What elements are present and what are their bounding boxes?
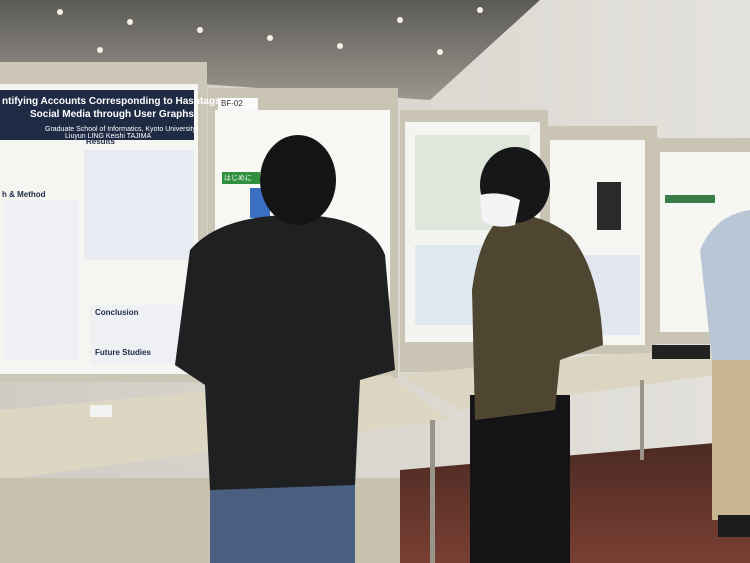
shoe [718,515,750,537]
poster-section: h & Method [2,190,46,199]
poster-section: Conclusion [95,308,139,317]
poster-figure [597,182,621,230]
ceiling-lights [57,7,483,55]
poster-authors: Liuyun LING Keishi TAJIMA [65,133,151,140]
black-jacket [175,215,395,490]
khaki-pants [712,360,750,520]
poster-table [84,150,194,260]
poster-section: Future Studies [95,348,152,357]
blue-shirt [700,210,750,365]
poster-tag [218,98,258,110]
olive-sweater [472,214,603,420]
poster-section: Results [86,137,115,146]
laptop [652,345,710,359]
poster-block [4,200,79,360]
poster-title-bar [0,90,194,140]
face-mask [480,193,520,227]
poster-block [90,305,190,365]
table-leg [430,420,435,563]
black-pants [470,395,570,563]
poster-heading-bar [222,172,260,184]
poster-affiliation: Graduate School of Informatics, Kyoto Un… [45,126,196,133]
table-leg [640,380,644,460]
poster-title: ntifying Accounts Corresponding to Hasht… [2,96,236,120]
poster-title-line: Social Media through User Graphs [30,109,194,120]
poster-heading-bar [665,195,715,203]
head [260,135,336,225]
poster-title-line: ntifying Accounts Corresponding to Hasht… [2,96,236,107]
power-strip [90,405,112,417]
poster-section: はじめに [224,174,252,182]
poster-label: BF-02 [221,99,243,108]
